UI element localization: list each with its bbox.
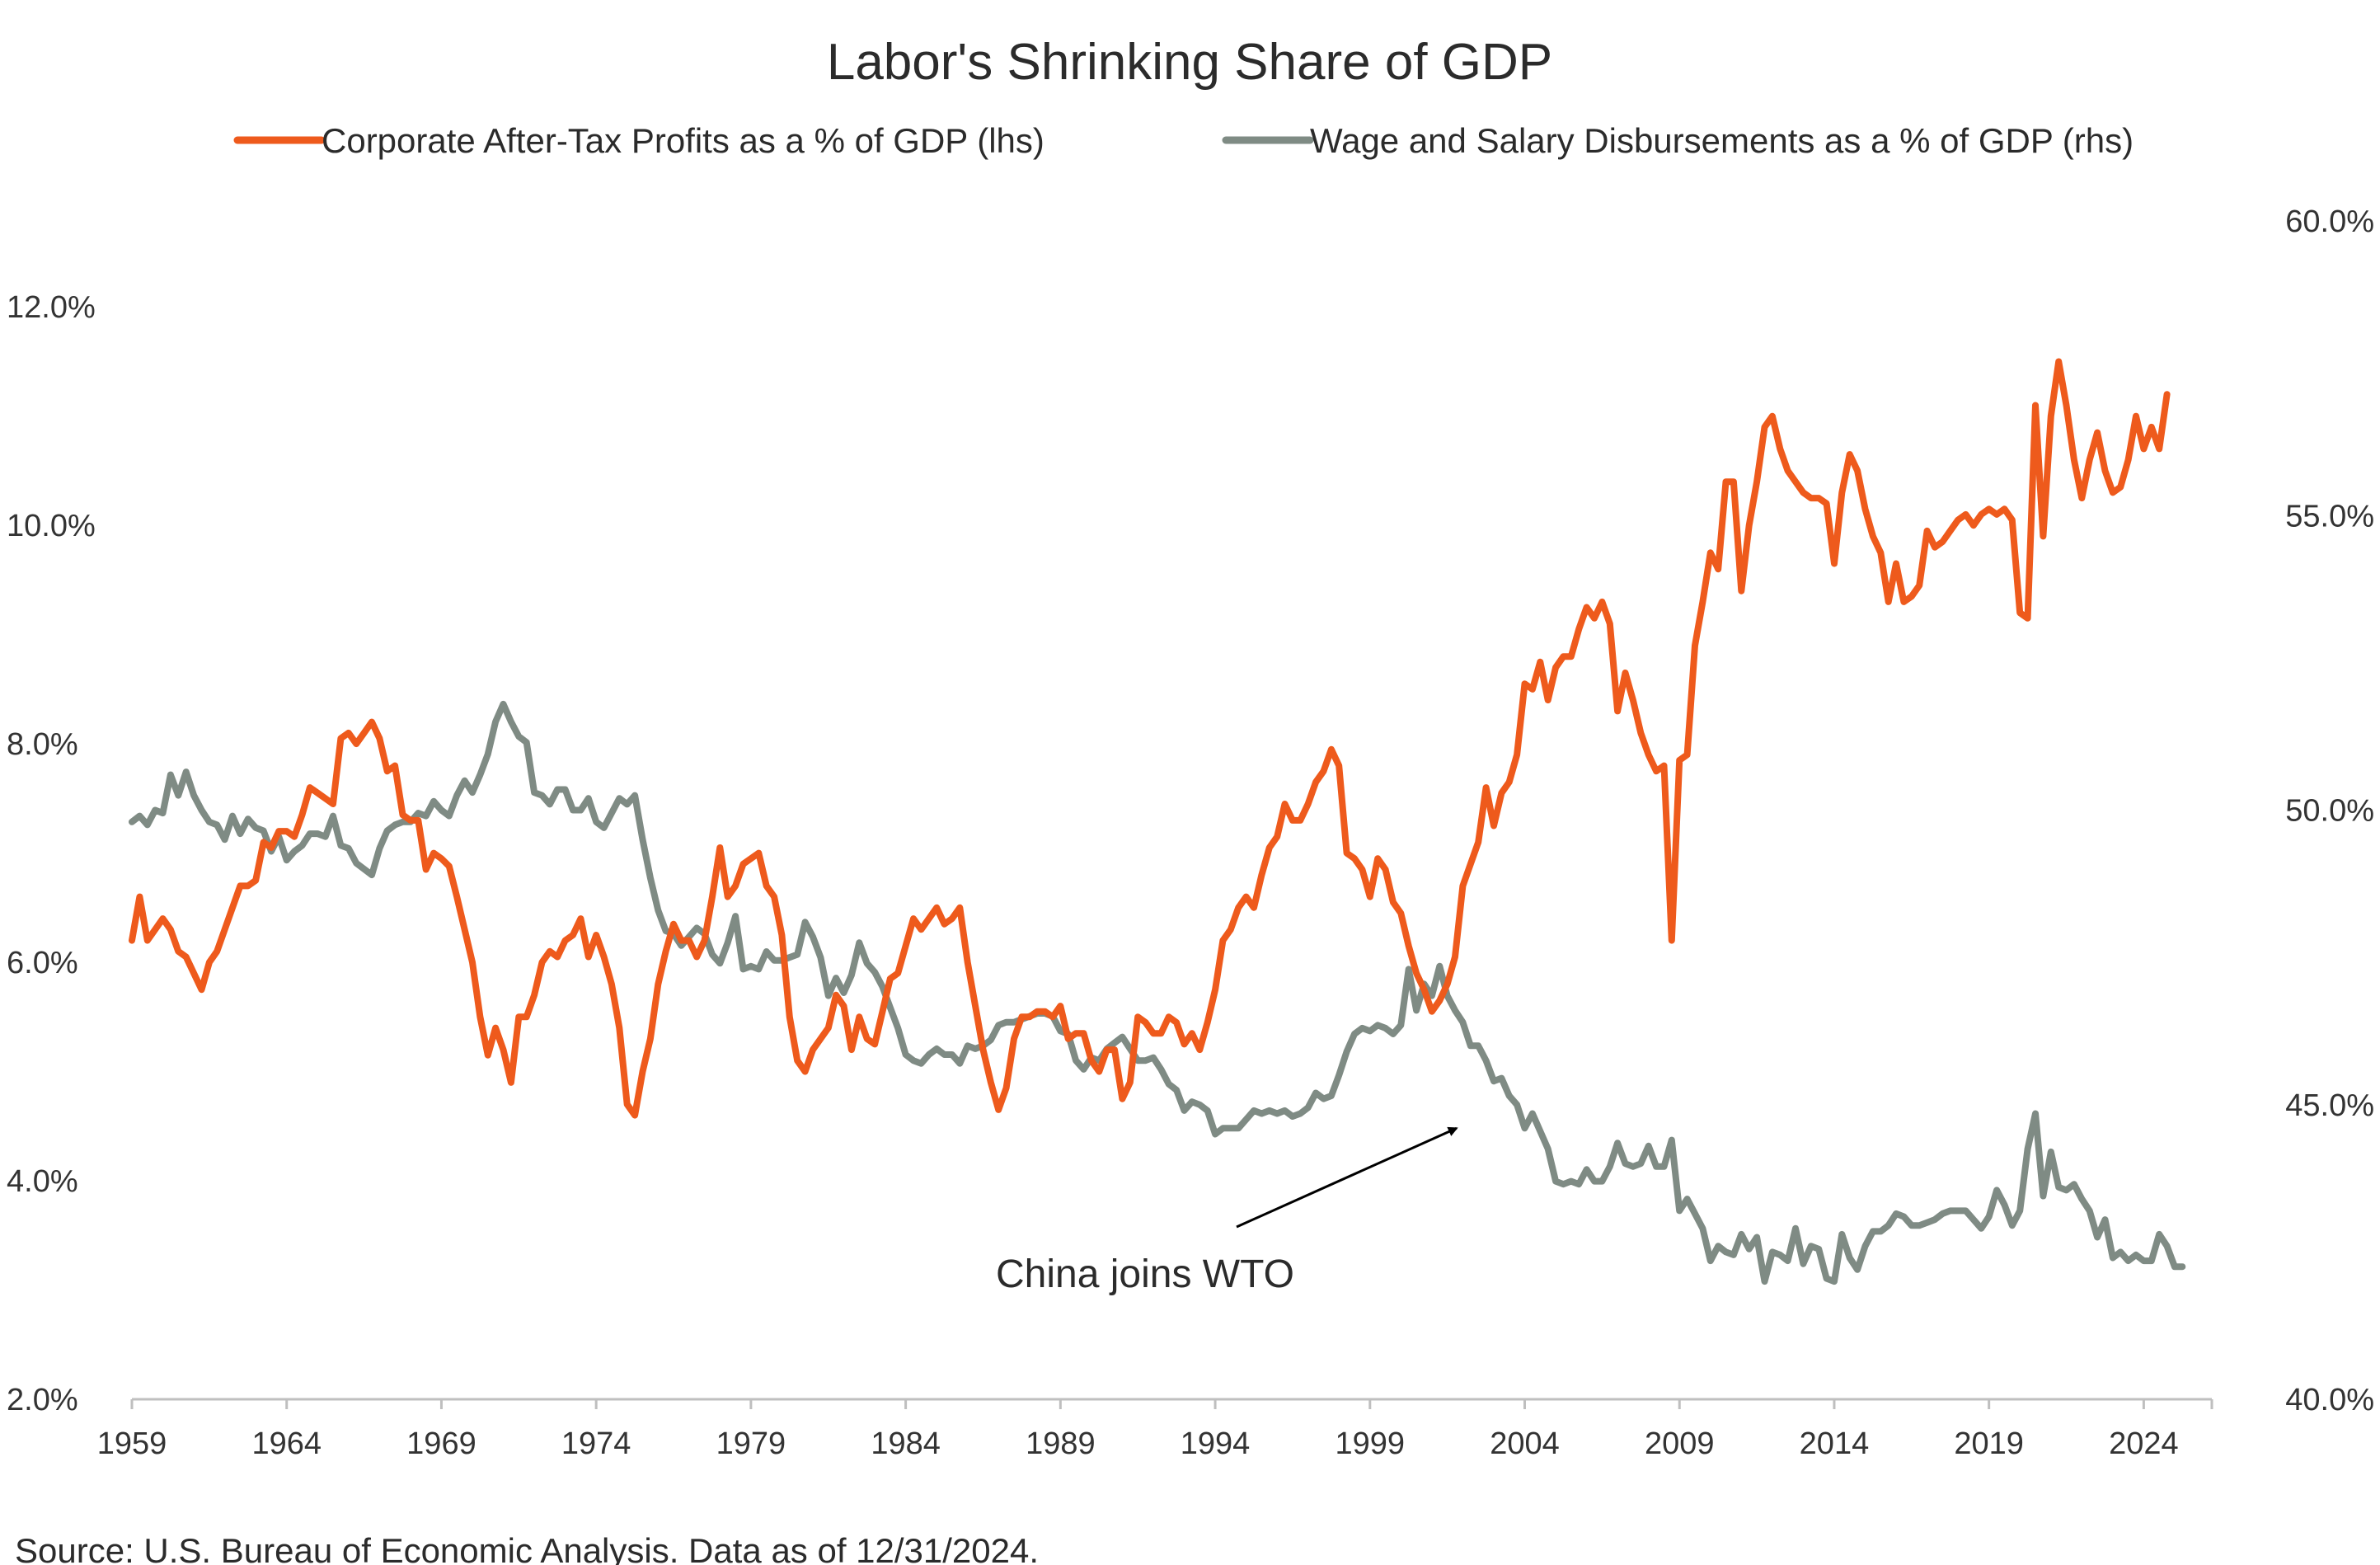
series-line-profits <box>129 358 2171 1119</box>
y-right-tick-label: 45.0% <box>2285 1088 2374 1123</box>
chart-title: Labor's Shrinking Share of GDP <box>827 34 1552 91</box>
x-tick-label: 1989 <box>1026 1426 1096 1461</box>
y-left-tick-label: 4.0% <box>7 1164 78 1199</box>
legend-label-wages: Wage and Salary Disbursements as a % of … <box>1310 121 2134 160</box>
x-tick-label: 2019 <box>1954 1426 2024 1461</box>
legend: Corporate After-Tax Profits as a % of GD… <box>233 121 2134 160</box>
y-right-tick-label: 55.0% <box>2285 499 2374 533</box>
annotation-label: China joins WTO <box>996 1252 1294 1296</box>
series-layer <box>129 358 2186 1285</box>
annotation-arrow <box>1236 1126 1458 1229</box>
y-left-tick-label: 12.0% <box>7 290 96 325</box>
x-tick-label: 2009 <box>1645 1426 1715 1461</box>
y-left-tick-label: 6.0% <box>7 946 78 980</box>
left-y-axis: 2.0% 4.0% 6.0% 8.0% 10.0% 12.0% <box>7 290 96 1417</box>
x-tick-label: 1959 <box>97 1426 167 1461</box>
x-tick-label: 1979 <box>716 1426 786 1461</box>
source-note: Source: U.S. Bureau of Economic Analysis… <box>15 1531 1039 1565</box>
y-left-tick-label: 2.0% <box>7 1383 78 1417</box>
x-tick-label: 1999 <box>1336 1426 1406 1461</box>
legend-label-profits: Corporate After-Tax Profits as a % of GD… <box>322 121 1044 160</box>
right-y-axis: 40.0% 45.0% 50.0% 55.0% 60.0% <box>2285 204 2374 1417</box>
y-right-tick-label: 60.0% <box>2285 204 2374 239</box>
x-tick-label: 2024 <box>2109 1426 2179 1461</box>
y-right-tick-label: 50.0% <box>2285 794 2374 829</box>
x-tick-label: 1984 <box>871 1426 941 1461</box>
y-left-tick-label: 8.0% <box>7 727 78 762</box>
x-axis: 1959 1964 1969 1974 1979 1984 1989 1994 1999 2004… <box>97 1399 2213 1461</box>
x-tick-label: 2004 <box>1490 1426 1560 1461</box>
x-tick-label: 1994 <box>1181 1426 1251 1461</box>
x-tick-label: 1964 <box>251 1426 322 1461</box>
y-left-tick-label: 10.0% <box>7 509 96 543</box>
y-right-tick-label: 40.0% <box>2285 1383 2374 1417</box>
x-tick-label: 1969 <box>406 1426 476 1461</box>
annotation: China joins WTO <box>996 1126 1458 1296</box>
x-tick-label: 1974 <box>561 1426 631 1461</box>
x-tick-label: 2014 <box>1800 1426 1870 1461</box>
series-line-wages <box>129 700 2186 1285</box>
